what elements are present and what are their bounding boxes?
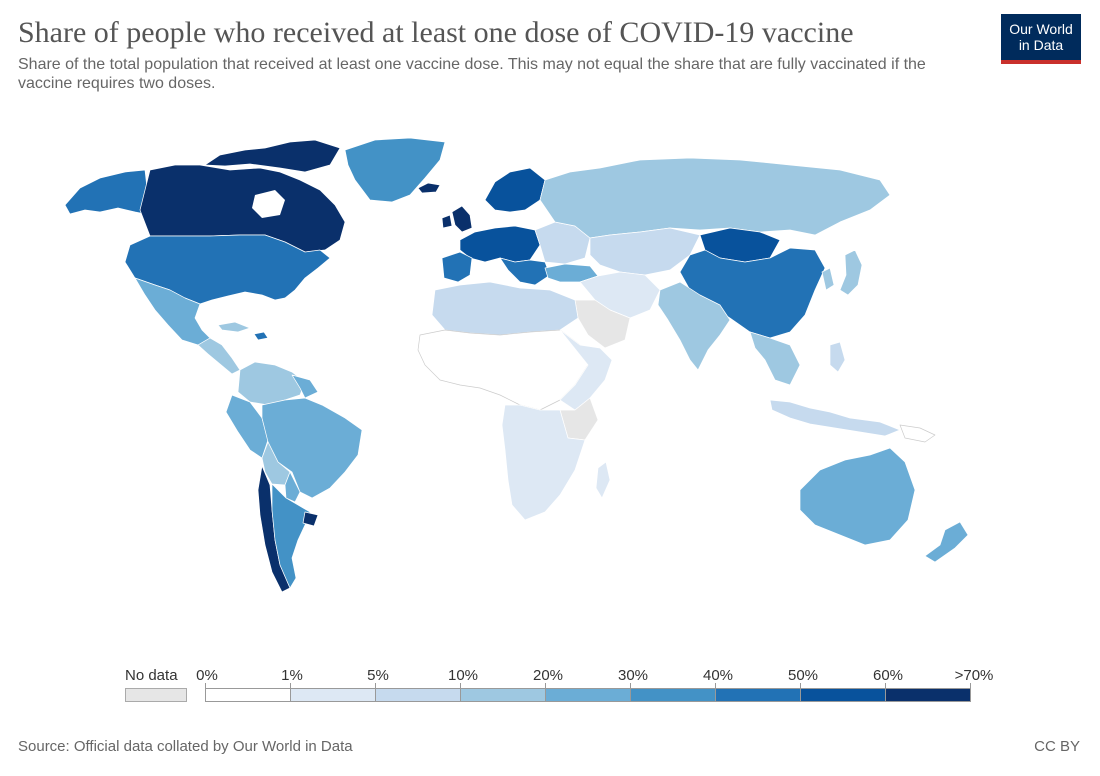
legend-label-30: 30% xyxy=(617,667,649,684)
legend-label-1: 1% xyxy=(281,667,303,684)
legend-bin-0[interactable] xyxy=(205,688,291,702)
legend-label-20: 20% xyxy=(532,667,564,684)
region-russia[interactable] xyxy=(539,157,891,239)
legend-no-data-swatch[interactable] xyxy=(125,688,187,702)
legend-bin-6[interactable] xyxy=(715,688,801,702)
region-korea[interactable] xyxy=(821,267,835,291)
region-new-zealand[interactable] xyxy=(924,521,969,563)
region-philippines[interactable] xyxy=(829,341,846,373)
legend-tick xyxy=(545,683,546,688)
source-note[interactable]: Source: Official data collated by Our Wo… xyxy=(18,738,353,755)
legend-bin-1[interactable] xyxy=(290,688,376,702)
legend-bin-8[interactable] xyxy=(885,688,971,702)
chart-subtitle: Share of the total population that recei… xyxy=(18,56,926,92)
region-madagascar[interactable] xyxy=(595,461,611,499)
region-ireland[interactable] xyxy=(441,214,453,229)
region-greenland[interactable] xyxy=(344,137,446,203)
region-iceland[interactable] xyxy=(417,182,441,194)
region-paraguay[interactable] xyxy=(284,471,301,503)
owid-logo[interactable]: Our World in Data xyxy=(1001,14,1081,64)
legend-bin-5[interactable] xyxy=(630,688,716,702)
region-mexico[interactable] xyxy=(134,277,211,346)
legend-bin-3[interactable] xyxy=(460,688,546,702)
legend-bin-4[interactable] xyxy=(545,688,631,702)
region-scandinavia[interactable] xyxy=(484,167,546,213)
legend-label-40: 40% xyxy=(702,667,734,684)
region-central-asia[interactable] xyxy=(589,227,701,276)
region-uruguay[interactable] xyxy=(302,511,319,527)
legend-tick xyxy=(885,683,886,688)
region-canada-arctic[interactable] xyxy=(204,139,341,173)
hudson-bay xyxy=(252,190,285,218)
legend-tick xyxy=(205,683,206,688)
chart-title: Share of people who received at least on… xyxy=(18,16,854,49)
legend-no-data-label: No data xyxy=(125,667,178,684)
legend-tick xyxy=(375,683,376,688)
region-southeast-asia[interactable] xyxy=(749,331,801,386)
legend-color-scale xyxy=(205,688,971,702)
region-india[interactable] xyxy=(657,281,731,371)
logo-line-1: Our World xyxy=(1009,21,1073,37)
region-argentina[interactable] xyxy=(271,483,311,589)
legend-tick xyxy=(715,683,716,688)
legend-tick xyxy=(970,683,971,688)
region-hispaniola[interactable] xyxy=(253,331,269,341)
legend-label-0: 0% xyxy=(196,667,218,684)
legend-label-max: >70% xyxy=(954,667,994,684)
legend-bin-7[interactable] xyxy=(800,688,886,702)
region-alaska[interactable] xyxy=(64,169,151,216)
legend-tick xyxy=(460,683,461,688)
region-southern-africa[interactable] xyxy=(501,404,586,521)
legend-bin-2[interactable] xyxy=(375,688,461,702)
legend-tick xyxy=(800,683,801,688)
legend-tick xyxy=(290,683,291,688)
legend-label-50: 50% xyxy=(787,667,819,684)
region-north-africa[interactable] xyxy=(431,281,579,336)
region-guianas[interactable] xyxy=(291,374,319,399)
region-papua-new-guinea[interactable] xyxy=(899,424,936,443)
legend-label-5: 5% xyxy=(367,667,389,684)
license-label[interactable]: CC BY xyxy=(1034,738,1080,755)
legend-tick xyxy=(630,683,631,688)
region-central-america[interactable] xyxy=(197,337,241,375)
world-map xyxy=(64,137,969,593)
logo-line-2: in Data xyxy=(1018,37,1064,53)
region-cuba[interactable] xyxy=(217,321,251,333)
region-iberia[interactable] xyxy=(441,251,473,283)
region-uk[interactable] xyxy=(451,205,473,233)
region-italy-balkans[interactable] xyxy=(499,257,551,286)
region-australia[interactable] xyxy=(799,447,916,546)
region-japan[interactable] xyxy=(839,249,863,296)
legend-label-60: 60% xyxy=(872,667,904,684)
region-saudi-arabia[interactable] xyxy=(574,299,631,349)
region-peru[interactable] xyxy=(225,394,269,459)
region-indonesia[interactable] xyxy=(769,399,901,437)
legend-label-10: 10% xyxy=(447,667,479,684)
region-western-europe[interactable] xyxy=(459,225,541,263)
region-colombia-venezuela[interactable] xyxy=(237,361,306,406)
